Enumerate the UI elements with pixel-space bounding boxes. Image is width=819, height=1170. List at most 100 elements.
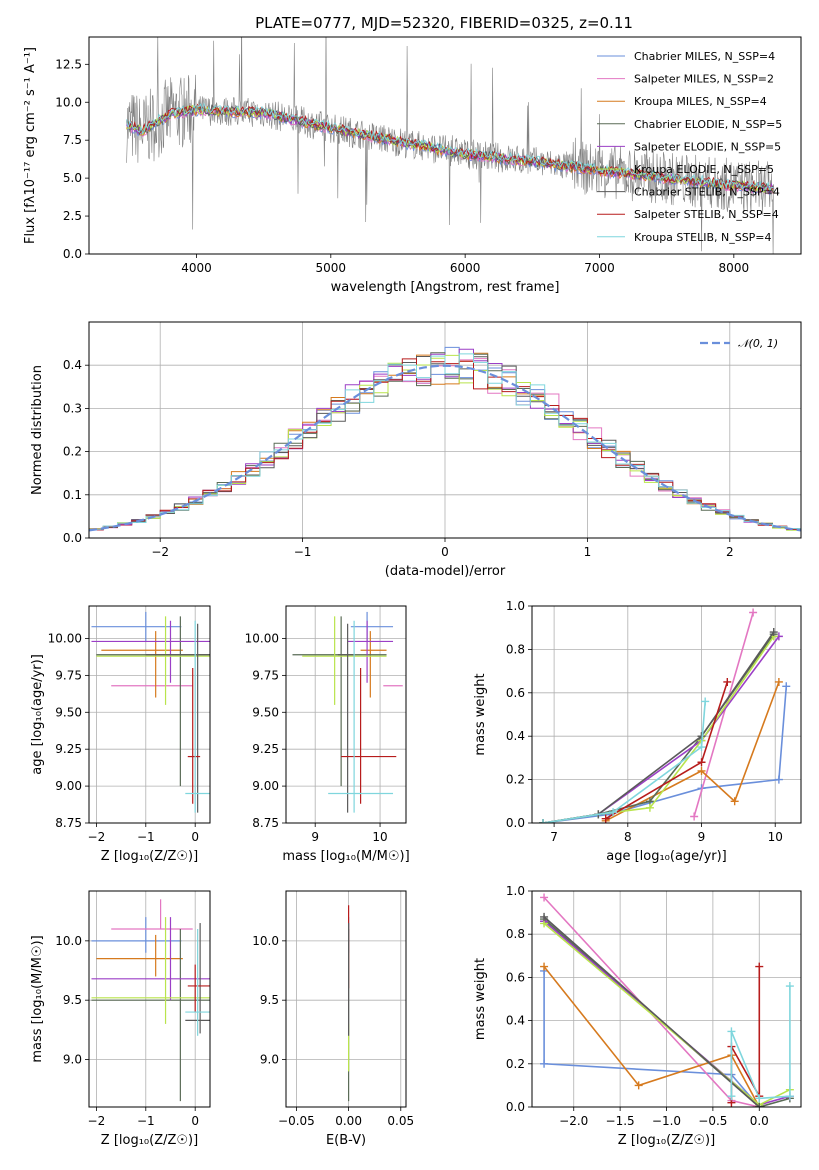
x-tick-label: 6000	[450, 261, 481, 275]
data-point-marker	[723, 677, 732, 686]
x-axis-label: wavelength [Angstrom, rest frame]	[331, 280, 560, 295]
data-point-marker	[755, 1094, 764, 1103]
x-tick-label: −2	[88, 1114, 106, 1128]
y-tick-label: 10.0	[55, 934, 82, 948]
y-tick-label: 10.00	[48, 631, 82, 645]
x-tick-label: −2	[151, 545, 169, 559]
data-point-marker	[749, 608, 758, 617]
x-tick-label: −1	[137, 1114, 155, 1128]
y-tick-label: 12.5	[55, 57, 82, 71]
legend-label: Chabrier STELIB, N_SSP=4	[634, 186, 780, 199]
y-axis-label: Flux [fλ10⁻¹⁷ erg cm⁻² s⁻¹ A⁻¹]	[23, 47, 38, 244]
x-tick-label: 0	[441, 545, 449, 559]
plot-area	[539, 608, 791, 823]
y-tick-label: 0.6	[506, 970, 525, 984]
y-tick-label: 9.50	[252, 705, 279, 719]
y-tick-label: 0.4	[506, 1014, 525, 1028]
data-point-marker	[697, 758, 706, 767]
y-tick-label: 0.6	[506, 686, 525, 700]
y-axis-label: mass [log₁₀(M/M☉)]	[30, 935, 45, 1062]
data-point-marker	[785, 1092, 794, 1101]
x-tick-label: 5000	[316, 261, 347, 275]
y-axis-label: Normed distribution	[30, 365, 45, 495]
gaussian-reference-line	[89, 364, 801, 532]
model-spectrum-line-8	[126, 102, 774, 192]
x-tick-label: 8000	[719, 261, 750, 275]
y-tick-label: 1.0	[506, 599, 525, 613]
data-point-marker	[540, 893, 549, 902]
panel-mass_vs_Z: −2 −1 0 9.0 9.5 10.0 Z [log₁₀(Z/Z☉)] mass [log₁…	[30, 890, 211, 1148]
series-line-5	[542, 635, 775, 823]
data-point-marker	[755, 962, 764, 971]
y-tick-label: 0.3	[63, 401, 82, 415]
axes-frame	[88, 605, 211, 824]
x-axis-label: (data-model)/error	[385, 564, 506, 579]
x-tick-label: −1	[137, 830, 155, 844]
panel-massweight_vs_age: 7 8 9 10 0.0 0.2 0.4 0.6 0.8 1.0 age [log₁₀(age/yr…	[473, 599, 802, 864]
y-tick-label: 9.0	[63, 1053, 82, 1067]
plot-area	[89, 346, 801, 532]
data-spectrum-line	[126, 37, 775, 254]
plot-area	[292, 611, 403, 813]
x-tick-label: 0.00	[335, 1114, 362, 1128]
y-tick-label: 0.4	[506, 729, 525, 743]
panel-mass_vs_ebv: −0.05 0.00 0.05 9.0 9.5 10.0 E(B-V)	[252, 890, 414, 1148]
x-tick-label: 1	[584, 545, 592, 559]
x-tick-label: −1.5	[606, 1114, 635, 1128]
x-tick-label: 10	[372, 830, 387, 844]
series-line-2	[543, 966, 761, 1107]
y-tick-label: 0.2	[63, 445, 82, 459]
y-tick-label: 9.5	[63, 993, 82, 1007]
legend-label: Chabrier MILES, N_SSP=4	[634, 50, 775, 63]
axes-frame	[285, 890, 407, 1108]
x-axis-label: Z [log₁₀(Z/Z☉)]	[101, 1133, 198, 1148]
legend-label: 𝒩(0, 1)	[738, 337, 778, 350]
axes-frame	[88, 321, 802, 539]
y-tick-label: 0.8	[506, 927, 525, 941]
data-point-marker	[690, 812, 699, 821]
legend-label: Kroupa MILES, N_SSP=4	[634, 95, 767, 108]
y-tick-label: 10.0	[252, 934, 279, 948]
panel-residuals: −2 −1 0 1 2 0.0 0.1 0.2 0.3 0.4 (data-model)/error…	[30, 321, 802, 579]
data-point-marker	[601, 814, 610, 823]
series-line-6	[543, 916, 760, 1107]
legend-label: Salpeter STELIB, N_SSP=4	[634, 208, 779, 221]
y-tick-label: 0.2	[506, 773, 525, 787]
plot-area	[540, 893, 794, 1107]
y-tick-label: 9.00	[252, 779, 279, 793]
y-tick-label: 7.5	[63, 133, 82, 147]
x-tick-label: 2	[726, 545, 734, 559]
data-point-marker	[540, 912, 549, 921]
x-tick-label: 10	[768, 830, 783, 844]
data-point-marker	[697, 766, 706, 775]
y-tick-label: 9.25	[252, 742, 279, 756]
y-tick-label: 0.1	[63, 488, 82, 502]
x-tick-label: −1	[294, 545, 312, 559]
y-tick-label: 9.0	[260, 1053, 279, 1067]
x-axis-label: mass [log₁₀(M/M☉)]	[282, 849, 409, 864]
x-axis-label: Z [log₁₀(Z/Z☉)]	[101, 849, 198, 864]
axes-frame	[531, 605, 802, 824]
y-axis-label: mass weight	[473, 958, 488, 1040]
y-tick-label: 0.0	[63, 531, 82, 545]
y-axis-label: age [log₁₀(age/yr)]	[30, 654, 45, 775]
y-tick-label: 0.0	[506, 816, 525, 830]
y-tick-label: 0.0	[63, 247, 82, 261]
data-point-marker	[755, 1103, 764, 1107]
y-tick-label: 9.50	[55, 705, 82, 719]
x-axis-label: Z [log₁₀(Z/Z☉)]	[618, 1133, 715, 1148]
plot-area	[126, 37, 775, 254]
series-line-4	[542, 635, 780, 823]
series-line-8	[730, 986, 791, 1100]
legend-label: Salpeter MILES, N_SSP=2	[634, 73, 774, 86]
data-point-marker	[539, 819, 548, 823]
x-axis-label: E(B-V)	[326, 1133, 366, 1148]
data-point-marker	[727, 1027, 736, 1036]
data-point-marker	[774, 677, 783, 686]
data-point-marker	[645, 803, 654, 812]
axes-frame	[88, 36, 802, 255]
y-tick-label: 0.4	[63, 358, 82, 372]
x-tick-label: 7	[550, 830, 558, 844]
y-tick-label: 9.5	[260, 993, 279, 1007]
x-tick-label: 0	[191, 1114, 199, 1128]
